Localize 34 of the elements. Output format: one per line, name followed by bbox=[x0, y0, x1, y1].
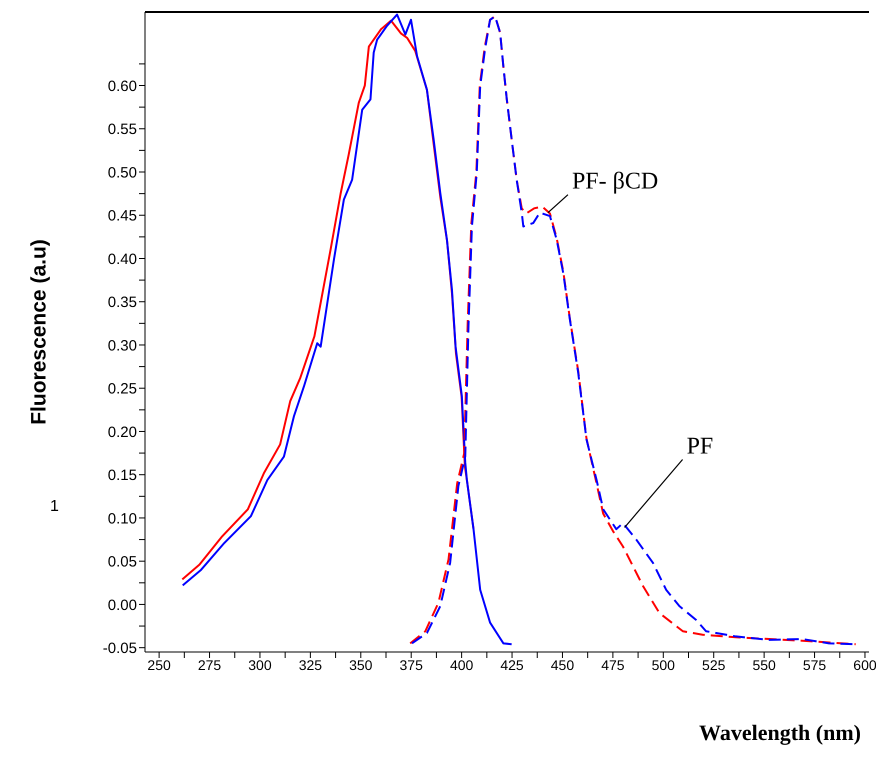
y-tick-label: 0.60 bbox=[108, 78, 137, 95]
x-tick-label: 550 bbox=[752, 656, 776, 673]
x-tick-label: 575 bbox=[802, 656, 826, 673]
x-tick-label: 300 bbox=[248, 656, 272, 673]
x-tick-label: 500 bbox=[652, 656, 676, 673]
annotation: PF bbox=[686, 433, 714, 460]
y-tick-label: 0.50 bbox=[108, 164, 137, 182]
y-tick-label: 0.15 bbox=[108, 467, 137, 484]
y-axis-title: Fluorescence (a.u) bbox=[27, 239, 50, 425]
y-tick-label: 0.10 bbox=[108, 510, 137, 528]
x-tick-label: 600 bbox=[853, 656, 877, 673]
x-tick-label: 475 bbox=[601, 656, 625, 673]
x-tick-label: 425 bbox=[500, 656, 524, 673]
x-tick-label: 400 bbox=[450, 656, 474, 673]
y-tick-label: 0.45 bbox=[108, 208, 137, 225]
y-tick-label: 0.30 bbox=[108, 337, 137, 354]
x-tick-label: 525 bbox=[702, 656, 726, 673]
x-tick-label: 350 bbox=[349, 656, 373, 673]
annotation: PF- βCD bbox=[572, 168, 658, 195]
y-tick-label: 0.25 bbox=[108, 380, 137, 398]
y-tick-label: 0.55 bbox=[108, 121, 137, 138]
y-tick-label: 0.05 bbox=[108, 554, 137, 571]
x-tick-label: 250 bbox=[147, 656, 172, 673]
text: 1 bbox=[50, 498, 59, 516]
y-tick-label: 0.35 bbox=[108, 294, 137, 312]
y-tick-label: 0.20 bbox=[108, 424, 137, 441]
y-tick-label: 0.00 bbox=[108, 596, 137, 614]
y-tick-label: 0.40 bbox=[108, 250, 137, 268]
x-axis-title: Wavelength (nm) bbox=[699, 720, 861, 745]
x-tick-label: 375 bbox=[400, 656, 424, 673]
x-tick-label: 325 bbox=[298, 656, 322, 673]
x-tick-label: 450 bbox=[550, 656, 574, 673]
x-tick-label: 275 bbox=[198, 656, 222, 673]
y-tick-label: -0.05 bbox=[102, 640, 137, 657]
